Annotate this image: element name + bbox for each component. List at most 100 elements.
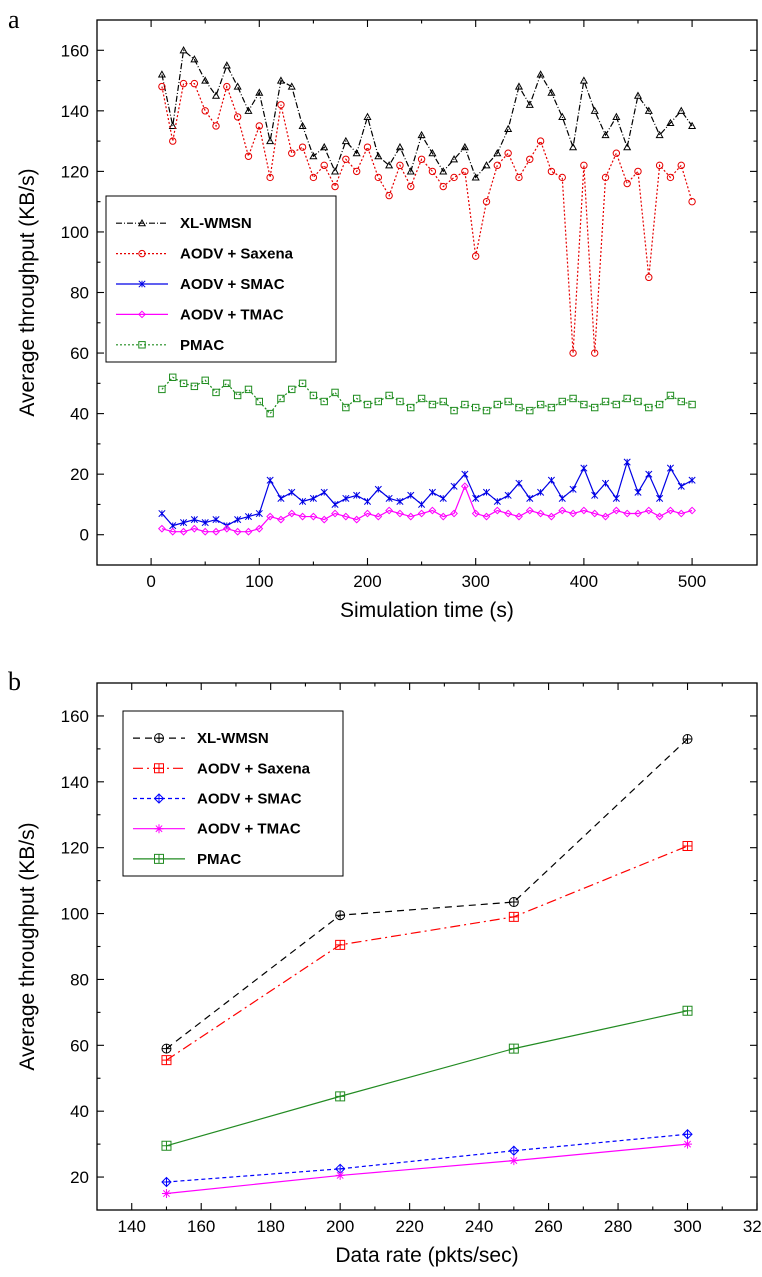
chart-a-data-point xyxy=(233,82,242,90)
chart-a-data-point xyxy=(201,76,210,84)
chart-b-data-point xyxy=(335,1091,346,1102)
chart-b-data-point xyxy=(682,1005,693,1016)
chart-a-data-point xyxy=(504,509,513,518)
chart-b-ytick-label: 40 xyxy=(70,1102,89,1121)
chart-a-data-point xyxy=(590,106,599,114)
panel-a-letter: a xyxy=(8,5,20,34)
chart-a-data-point xyxy=(666,391,675,400)
chart-a-data-point xyxy=(623,458,631,466)
chart-a-data-point xyxy=(471,403,480,412)
chart-a-data-point xyxy=(190,79,199,88)
chart-a-data-point xyxy=(634,509,642,518)
chart-a-data-point xyxy=(666,173,675,182)
chart-a-data-point xyxy=(525,506,534,515)
chart-a-data-point xyxy=(655,161,664,170)
chart-b-ytick-label: 80 xyxy=(70,970,89,989)
chart-b-xtick-label: 200 xyxy=(326,1217,354,1236)
chart-a-data-point xyxy=(233,527,242,536)
chart-a-series-4 xyxy=(158,373,696,418)
chart-a-data-point xyxy=(558,506,567,515)
chart-a-data-point xyxy=(493,161,502,170)
chart-b-xtick-label: 140 xyxy=(118,1217,146,1236)
chart-a-data-point xyxy=(341,136,350,145)
chart-a-data-point xyxy=(623,179,631,188)
chart-a-data-point xyxy=(309,152,318,160)
chart-a-data-point xyxy=(591,491,599,499)
chart-a-data-point xyxy=(255,122,263,130)
chart-a-data-point xyxy=(504,149,512,157)
chart-b-ytick-label: 120 xyxy=(61,839,89,858)
chart-a-data-point xyxy=(645,273,653,282)
chart-a-data-point xyxy=(536,70,545,78)
chart-a-series-line xyxy=(161,484,693,533)
chart-a-data-point xyxy=(266,409,274,418)
chart-b-data-point xyxy=(161,1189,171,1199)
chart-a-data-point xyxy=(439,167,448,175)
chart-a-data-point xyxy=(645,470,653,478)
chart-a-data-point xyxy=(352,167,361,176)
chart-a-xtick-label: 0 xyxy=(146,572,155,591)
chart-a-data-point xyxy=(569,509,577,518)
chart-b-data-point xyxy=(161,1176,172,1188)
chart-b-data-point xyxy=(683,1139,693,1149)
chart-a-data-point xyxy=(158,385,166,394)
chart-b-data-point xyxy=(682,841,693,852)
chart-a-data-point xyxy=(601,173,610,182)
chart-b-x-axis-label: Data rate (pkts/sec) xyxy=(335,1244,518,1267)
chart-b-legend-label: AODV + Saxena xyxy=(197,760,311,777)
chart-a-data-point xyxy=(623,142,632,151)
chart-b-legend-label: PMAC xyxy=(197,851,241,868)
chart-a-data-point xyxy=(201,527,210,536)
chart-a-data-point xyxy=(612,149,621,157)
chart-a-data-point xyxy=(449,155,459,163)
chart-a-data-point xyxy=(190,382,199,391)
chart-a-data-point xyxy=(212,516,220,524)
chart-a-data-point xyxy=(255,88,264,96)
chart-a-data-point xyxy=(320,142,329,151)
chart-a-data-point xyxy=(363,112,372,120)
chart-a-data-point xyxy=(417,394,426,403)
chart-a-data-point xyxy=(569,142,578,151)
chart-a-data-point xyxy=(201,376,209,385)
chart-a-data-point xyxy=(666,506,675,515)
chart-a-data-point xyxy=(569,349,577,357)
chart-a-series-line xyxy=(161,49,693,179)
chart-a-ytick-label: 20 xyxy=(70,465,89,484)
chart-a-data-point xyxy=(223,379,231,388)
chart-a-data-point xyxy=(352,515,361,524)
chart-a-data-point xyxy=(558,173,566,182)
chart-a-data-point xyxy=(352,148,361,157)
chart-a-x-axis-label: Simulation time (s) xyxy=(340,599,514,622)
chart-a-data-point xyxy=(385,191,393,200)
chart-a-data-point xyxy=(460,142,469,151)
chart-a-data-point xyxy=(342,155,350,163)
chart-b-xtick-label: 260 xyxy=(534,1217,562,1236)
chart-a-data-point xyxy=(407,182,415,191)
chart-b-legend-label: XL-WMSN xyxy=(197,730,269,747)
chart-a-data-point xyxy=(515,479,523,487)
chart-a-data-point xyxy=(342,494,350,502)
chart-a-data-point xyxy=(428,148,437,157)
chart-b-data-point xyxy=(508,897,519,908)
chart-a-data-point xyxy=(591,403,599,412)
chart-a-xtick-label: 400 xyxy=(570,572,598,591)
chart-a-data-point xyxy=(211,91,221,99)
chart-a-y-axis-label: Average throughput (KB/s) xyxy=(16,168,39,416)
chart-a-series-2 xyxy=(158,458,696,530)
chart-a-data-point xyxy=(374,173,383,182)
chart-a-data-point xyxy=(428,488,436,496)
chart-a-data-point xyxy=(298,379,307,388)
chart-a-data-point xyxy=(579,506,588,515)
chart-a-data-point xyxy=(677,397,685,406)
chart-a-data-point xyxy=(493,506,502,515)
chart-b: 140 160 180 200 220 240 260 280 300 320 20 40 60 80 10… xyxy=(16,682,762,1267)
chart-a-data-point xyxy=(601,512,610,521)
chart-b-data-point xyxy=(335,1170,345,1180)
chart-a-data-point xyxy=(450,173,458,182)
chart-a-data-point xyxy=(569,485,577,493)
chart-a-ytick-label: 80 xyxy=(70,284,89,303)
chart-a-data-point xyxy=(363,143,372,151)
chart-b-legend-marker xyxy=(153,793,165,804)
chart-a-data-point xyxy=(580,464,588,472)
